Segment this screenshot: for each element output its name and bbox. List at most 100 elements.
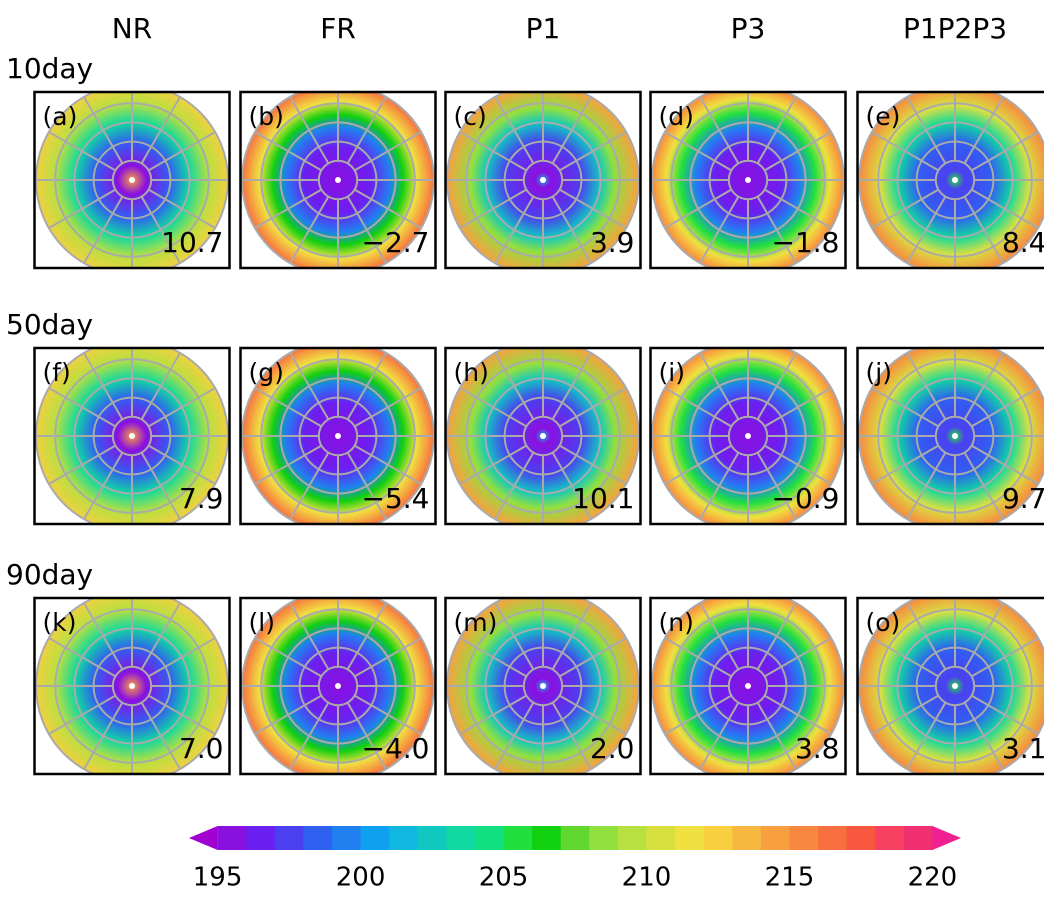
colorbar-swatch xyxy=(675,826,705,850)
colorbar-swatch xyxy=(646,826,676,850)
lon-line xyxy=(906,452,947,520)
lon-line xyxy=(289,352,330,420)
panel: (i) −0.9 xyxy=(649,346,847,526)
pole xyxy=(129,177,135,183)
colorbar-tick-label: 210 xyxy=(622,863,672,893)
lon-line xyxy=(551,452,592,520)
lon-line xyxy=(971,637,1039,678)
map xyxy=(858,348,1044,524)
lon-line xyxy=(83,602,124,670)
lon-line xyxy=(963,602,1004,670)
lon-line xyxy=(906,352,947,420)
panel-label: (f) xyxy=(43,358,71,387)
lon-line xyxy=(871,188,939,229)
lon-line xyxy=(48,188,116,229)
panel: (c) 3.9 xyxy=(444,90,642,270)
lon-line xyxy=(664,387,732,428)
lon-line xyxy=(559,387,627,428)
map xyxy=(651,598,845,774)
map xyxy=(241,348,435,524)
map xyxy=(858,92,1044,268)
panel-label: (h) xyxy=(454,358,489,387)
field xyxy=(859,598,1044,774)
colorbar-tick-label: 195 xyxy=(193,863,243,893)
lon-line xyxy=(48,444,116,485)
lon-line xyxy=(551,96,592,164)
lon-line xyxy=(906,602,947,670)
lon-line xyxy=(971,188,1039,229)
panel-frame xyxy=(856,596,1044,776)
lon-line xyxy=(254,131,322,172)
lon-line xyxy=(289,702,330,770)
lon-line xyxy=(140,96,181,164)
lon-line xyxy=(871,444,939,485)
lon-line xyxy=(551,352,592,420)
lon-line xyxy=(551,702,592,770)
colorbar-swatch xyxy=(818,826,848,850)
map xyxy=(446,92,640,268)
lon-line xyxy=(494,702,535,770)
panel-frame xyxy=(33,346,231,526)
lon-line xyxy=(756,452,797,520)
colorbar-end xyxy=(189,826,218,850)
lon-line xyxy=(148,131,216,172)
map xyxy=(35,598,229,774)
lon-line xyxy=(140,352,181,420)
panel-frame xyxy=(239,90,437,270)
lon-line xyxy=(254,444,322,485)
panel-label: (d) xyxy=(659,102,694,131)
lon-line xyxy=(346,702,387,770)
pole xyxy=(952,683,958,689)
map xyxy=(651,348,845,524)
field xyxy=(859,92,1044,268)
lon-line xyxy=(140,702,181,770)
lon-line xyxy=(699,352,740,420)
lon-line xyxy=(756,96,797,164)
lon-line xyxy=(354,444,422,485)
lon-line xyxy=(699,602,740,670)
pole xyxy=(129,683,135,689)
lon-line xyxy=(83,196,124,264)
panel: (j) 9.7 xyxy=(856,346,1044,526)
panel-value: 3.8 xyxy=(795,732,840,765)
pole xyxy=(335,683,341,689)
colorbar-swatch xyxy=(903,826,933,850)
panel: (m) 2.0 xyxy=(444,596,642,776)
lon-line xyxy=(971,444,1039,485)
lon-line xyxy=(48,637,116,678)
panel-value: 8.4 xyxy=(1002,226,1044,259)
map xyxy=(651,92,845,268)
colorbar-swatch xyxy=(732,826,762,850)
lon-line xyxy=(664,637,732,678)
lon-line xyxy=(48,694,116,735)
lon-line xyxy=(871,387,939,428)
panel: (n) 3.8 xyxy=(649,596,847,776)
panel: (a) 10.7 xyxy=(33,90,231,270)
panel-frame xyxy=(649,596,847,776)
colorbar-swatch xyxy=(217,826,247,850)
lon-line xyxy=(494,452,535,520)
lon-line xyxy=(664,131,732,172)
lon-line xyxy=(906,702,947,770)
lon-line xyxy=(354,694,422,735)
panel-value: −4.0 xyxy=(362,732,430,765)
lon-line xyxy=(459,188,527,229)
lon-line xyxy=(83,96,124,164)
colorbar-swatch xyxy=(760,826,790,850)
lon-line xyxy=(494,602,535,670)
lon-line xyxy=(664,444,732,485)
panel: (g) −5.4 xyxy=(239,346,437,526)
lon-line xyxy=(140,602,181,670)
lon-line xyxy=(289,96,330,164)
lon-line xyxy=(756,196,797,264)
row-label: 10day xyxy=(6,52,93,85)
panel-value: 7.0 xyxy=(179,732,224,765)
lon-line xyxy=(971,387,1039,428)
colorbar-end xyxy=(932,826,961,850)
pole xyxy=(745,683,751,689)
lon-line xyxy=(963,702,1004,770)
colorbar-swatch xyxy=(617,826,647,850)
lon-line xyxy=(83,702,124,770)
colorbar-tick-label: 200 xyxy=(336,863,386,893)
